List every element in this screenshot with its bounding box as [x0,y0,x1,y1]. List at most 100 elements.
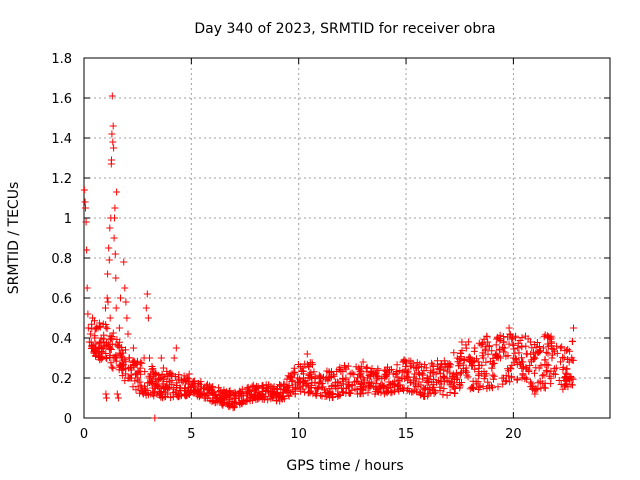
data-point [417,381,425,389]
data-point [246,386,254,394]
data-point [568,337,576,345]
data-point [294,379,302,387]
data-point [113,390,121,398]
data-point [102,390,110,398]
data-point [536,377,544,385]
data-point [403,359,410,367]
data-point [464,373,472,381]
data-point [500,348,508,356]
data-point [459,361,467,369]
data-point [148,363,156,370]
y-tick-label: 0.4 [51,332,72,347]
data-point [532,344,540,352]
data-point [424,379,432,386]
data-point [380,383,388,391]
data-point [479,383,487,391]
data-point [364,389,372,397]
data-point [211,399,219,407]
data-point [104,270,112,278]
data-point [527,358,535,366]
data-point [470,347,478,355]
data-point [151,414,159,422]
data-point [458,338,466,346]
data-point [526,362,534,369]
data-point [544,349,552,357]
data-point [263,387,271,395]
data-point [359,390,367,398]
data-point [355,365,363,373]
data-point [387,380,394,388]
data-point [320,373,327,381]
data-point [167,371,175,379]
data-point [550,365,558,373]
data-point [445,360,453,367]
data-point [481,347,489,355]
data-point [97,355,105,363]
data-point [538,372,546,380]
y-tick-label: 0.2 [51,372,72,387]
data-point [335,391,343,399]
data-point [453,371,461,379]
data-point [547,380,555,388]
data-point [424,375,432,383]
data-point [488,364,496,372]
data-point [157,354,165,362]
y-tick-labels: 0 0.2 0.4 0.6 0.8 1 1.2 1.4 1.6 1.8 [51,52,72,427]
data-point [311,379,319,387]
data-point [471,365,479,373]
data-point [457,353,465,361]
data-point [114,342,122,350]
data-point [502,352,510,360]
data-point [474,386,482,393]
data-point [493,352,501,360]
data-point [154,383,162,390]
data-point [106,344,114,352]
data-point [537,347,544,355]
data-point [113,188,121,196]
data-point [108,334,116,342]
data-point [518,354,525,362]
data-point [109,138,117,146]
data-point [118,344,126,351]
data-point [84,324,92,332]
data-point [469,358,477,366]
data-point [510,358,518,366]
data-point [347,389,354,397]
data-point [484,350,492,358]
data-point [433,361,441,369]
data-point [330,371,337,379]
data-point [568,354,576,362]
data-point [478,352,486,360]
data-point [393,383,401,391]
data-point [507,365,515,373]
data-point [317,374,325,382]
data-point [330,372,338,380]
data-point [318,380,326,388]
data-point [258,395,266,403]
data-point [491,351,499,359]
data-point [175,371,183,379]
data-point [404,369,411,377]
data-point [417,391,425,399]
data-point [232,399,240,407]
data-point [458,368,465,376]
data-point [189,381,196,389]
data-point [181,385,189,393]
data-point [524,335,532,343]
data-point [274,393,282,400]
data-point [149,380,157,387]
data-point [305,362,312,370]
data-point [88,345,95,352]
data-point [493,335,501,343]
data-point [136,370,144,378]
x-tick-label: 5 [187,427,195,442]
data-point [514,375,521,383]
data-point [99,338,107,346]
data-point [109,122,117,130]
x-tick-label: 0 [80,427,88,442]
data-point [173,382,181,389]
y-tick-label: 1.8 [51,52,72,67]
data-point [490,375,497,383]
data-point [404,376,412,384]
data-point [440,385,448,393]
